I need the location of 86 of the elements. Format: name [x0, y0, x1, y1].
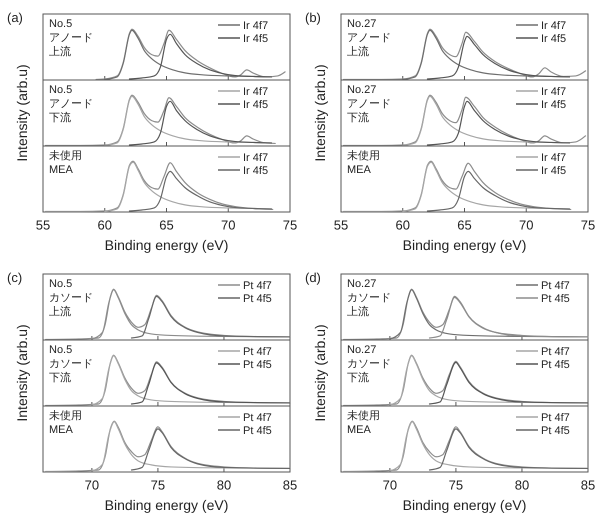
legend-label: Ir 4f7: [243, 152, 268, 164]
legend-label: Pt 4f7: [243, 280, 272, 292]
chart-title: (d): [305, 270, 321, 285]
x-axis-title: Binding energy (eV): [402, 237, 526, 253]
x-tick-label: 75: [282, 217, 298, 232]
annotation: 未使用: [347, 409, 380, 422]
legend-label: Pt 4f5: [243, 293, 272, 305]
x-tick-label: 65: [457, 217, 472, 232]
annotation: 下流: [49, 371, 71, 384]
x-tick-label: 85: [282, 477, 298, 492]
legend-label: Pt 4f5: [541, 359, 570, 371]
y-axis-title: Intensity (arb.u): [312, 324, 328, 422]
x-tick-label: 70: [84, 477, 100, 492]
annotation: MEA: [49, 164, 74, 176]
x-tick-label: 70: [382, 477, 398, 492]
legend-label: Pt 4f7: [541, 280, 570, 292]
annotation: MEA: [49, 424, 74, 436]
annotation: アノード: [347, 98, 391, 110]
x-tick-label: 75: [150, 477, 166, 492]
legend-label: Ir 4f5: [243, 33, 268, 45]
legend-label: Ir 4f7: [541, 152, 566, 164]
legend-label: Ir 4f7: [243, 20, 268, 32]
x-tick-label: 80: [216, 477, 232, 492]
y-axis-title: Intensity (arb.u): [14, 324, 30, 422]
annotation: No.27: [347, 344, 376, 356]
legend-label: Ir 4f7: [541, 20, 566, 32]
x-tick-label: 60: [98, 217, 112, 232]
x-tick-label: 80: [514, 477, 530, 492]
legend-label: Ir 4f5: [243, 99, 268, 111]
legend-label: Ir 4f5: [541, 99, 566, 111]
x-axis-title: Binding energy (eV): [104, 237, 228, 253]
chart-title: (a): [7, 10, 23, 25]
chart-title: (c): [7, 270, 22, 285]
x-axis-title: Binding energy (eV): [402, 497, 526, 513]
annotation: 下流: [49, 111, 71, 124]
x-tick-label: 65: [159, 217, 174, 232]
annotation: アノード: [49, 98, 93, 110]
annotation: 未使用: [347, 149, 380, 162]
annotation: 下流: [347, 111, 369, 124]
legend-label: Ir 4f5: [541, 165, 566, 177]
legend-label: Ir 4f7: [243, 86, 268, 98]
legend-label: Ir 4f7: [541, 86, 566, 98]
annotation: No.27: [347, 278, 376, 290]
annotation: MEA: [347, 424, 372, 436]
annotation: No.5: [49, 278, 72, 290]
legend-label: Ir 4f5: [541, 33, 566, 45]
annotation: No.27: [347, 18, 376, 30]
legend-label: Pt 4f5: [541, 425, 570, 437]
annotation: MEA: [347, 164, 372, 176]
x-tick-label: 75: [580, 217, 596, 232]
annotation: カソード: [49, 292, 93, 304]
x-axis-title: Binding energy (eV): [104, 497, 228, 513]
legend-label: Pt 4f7: [243, 346, 272, 358]
annotation: No.5: [49, 18, 72, 30]
annotation: カソード: [49, 358, 93, 370]
legend-label: Pt 4f5: [243, 425, 272, 437]
legend-label: Pt 4f7: [541, 412, 570, 424]
annotation: カソード: [347, 292, 391, 304]
annotation: 上流: [347, 305, 369, 318]
y-axis-title: Intensity (arb.u): [14, 64, 30, 162]
annotation: No.5: [49, 84, 72, 96]
chart-title: (b): [305, 10, 321, 25]
x-tick-label: 85: [580, 477, 596, 492]
legend-label: Pt 4f7: [541, 346, 570, 358]
legend-label: Ir 4f5: [243, 165, 268, 177]
annotation: 上流: [49, 305, 71, 318]
x-tick-label: 55: [334, 217, 348, 232]
annotation: アノード: [49, 32, 93, 44]
annotation: アノード: [347, 32, 391, 44]
legend-label: Pt 4f5: [243, 359, 272, 371]
annotation: 上流: [347, 45, 369, 58]
legend-label: Pt 4f5: [541, 293, 570, 305]
x-tick-label: 75: [448, 477, 464, 492]
x-tick-label: 70: [221, 217, 236, 232]
x-tick-label: 70: [519, 217, 534, 232]
annotation: No.5: [49, 344, 72, 356]
y-axis-title: Intensity (arb.u): [312, 64, 328, 162]
annotation: 上流: [49, 45, 71, 58]
legend-label: Pt 4f7: [243, 412, 272, 424]
annotation: 未使用: [49, 409, 82, 422]
x-tick-label: 60: [396, 217, 410, 232]
annotation: No.27: [347, 84, 376, 96]
annotation: 未使用: [49, 149, 82, 162]
annotation: 下流: [347, 371, 369, 384]
annotation: カソード: [347, 358, 391, 370]
x-tick-label: 55: [36, 217, 50, 232]
